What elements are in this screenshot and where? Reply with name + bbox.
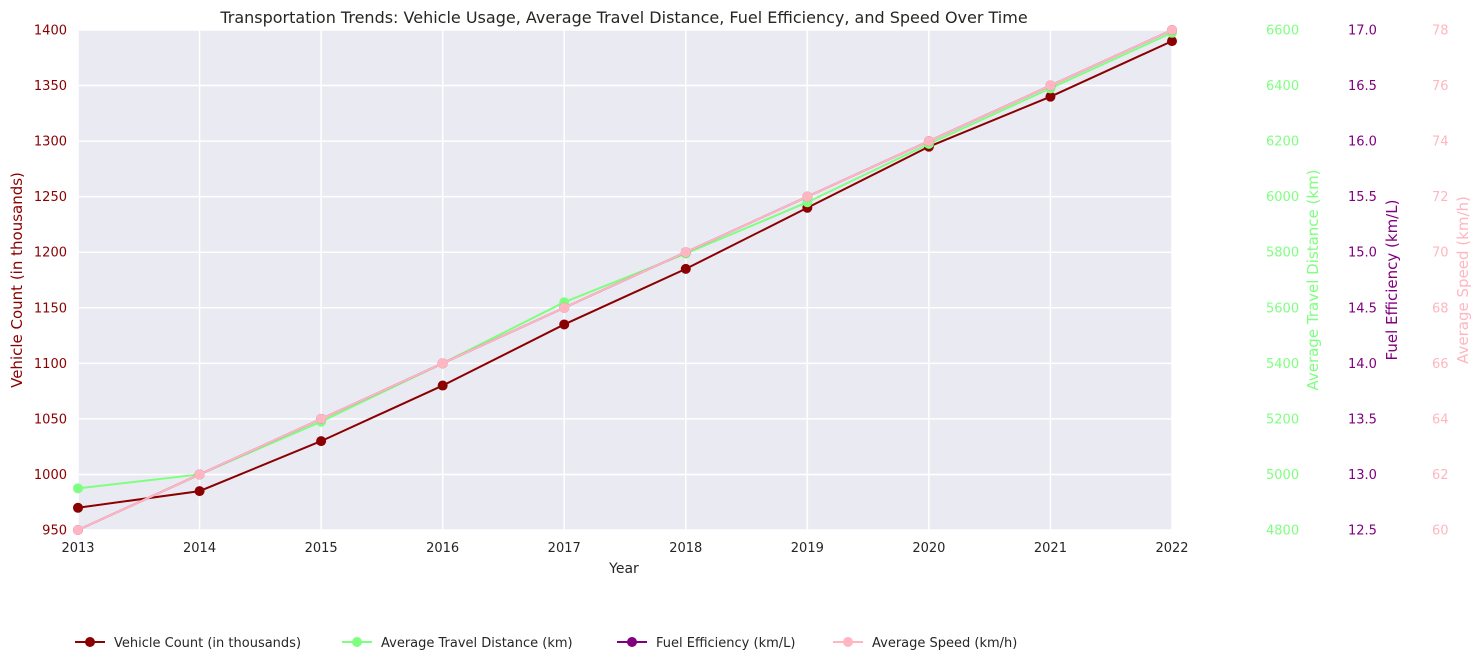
x-tick-label: 2021 (1034, 541, 1067, 556)
y-tick-label: 16.5 (1348, 79, 1377, 94)
y-tick-label: 1150 (34, 301, 67, 316)
y-tick-label: 1000 (34, 468, 67, 483)
legend: Vehicle Count (in thousands) Average Trav… (75, 636, 1017, 651)
y-tick-label: 12.5 (1348, 524, 1377, 539)
chart-title: Transportation Trends: Vehicle Usage, Av… (219, 8, 1027, 27)
x-tick-label: 2016 (426, 541, 459, 556)
legend-marker (352, 637, 362, 647)
y-tick-label: 1100 (34, 357, 67, 372)
data-point (1045, 80, 1056, 91)
y-tick-label: 1350 (34, 79, 67, 94)
y-axis-label: Average Travel Distance (km) (1304, 169, 1322, 390)
legend-label: Vehicle Count (in thousands) (114, 636, 301, 651)
data-point (559, 319, 570, 330)
y-tick-label: 76 (1432, 79, 1449, 94)
y-tick-label: 1050 (34, 412, 67, 427)
legend-label: Average Travel Distance (km) (381, 636, 573, 651)
legend-label: Fuel Efficiency (km/L) (656, 636, 795, 651)
y-axes: 950 1000 1050 1100 1150 1200 1250 1300 1350 1400 V… (8, 24, 1472, 539)
data-point (194, 486, 205, 497)
y-tick-label: 14.5 (1348, 301, 1377, 316)
x-tick-label: 2014 (183, 541, 216, 556)
y-tick-label: 5800 (1266, 246, 1299, 261)
x-tick-label: 2015 (305, 541, 338, 556)
x-tick-label: 2022 (1155, 541, 1188, 556)
data-point (1167, 25, 1177, 35)
y-tick-label: 17.0 (1348, 24, 1377, 39)
y-tick-label: 5200 (1266, 412, 1299, 427)
y-tick-label: 5000 (1266, 468, 1299, 483)
y-tick-label: 14.0 (1348, 357, 1377, 372)
y-axis-label: Vehicle Count (in thousands) (8, 172, 26, 388)
y-tick-label: 6400 (1266, 79, 1299, 94)
data-point (1045, 91, 1056, 102)
y-tick-label: 72 (1432, 190, 1449, 205)
y-tick-label: 1400 (34, 24, 67, 39)
y-tick-label: 62 (1432, 468, 1449, 483)
data-point (680, 247, 691, 258)
y-tick-label: 5400 (1266, 357, 1299, 372)
y-tick-label: 68 (1432, 301, 1449, 316)
y-tick-label: 74 (1432, 135, 1449, 150)
y-tick-label: 15.0 (1348, 246, 1377, 261)
x-tick-label: 2018 (669, 541, 702, 556)
data-point (559, 302, 570, 313)
data-point (194, 469, 205, 480)
legend-marker (85, 637, 95, 647)
y-axis-label: Average Speed (km/h) (1454, 196, 1472, 364)
x-tick-label: 2013 (61, 541, 94, 556)
y-tick-label: 5600 (1266, 301, 1299, 316)
series-line (77, 40, 1173, 509)
series-line (77, 29, 1173, 531)
y-tick-label: 66 (1432, 357, 1449, 372)
y-tick-label: 60 (1432, 524, 1449, 539)
x-axis-label: Year (608, 561, 639, 577)
series-line (77, 31, 1173, 490)
y-tick-label: 13.5 (1348, 412, 1377, 427)
data-point (437, 358, 448, 369)
y-axis-label: Fuel Efficiency (km/L) (1383, 200, 1401, 361)
y-tick-label: 1200 (34, 246, 67, 261)
series-lines (73, 25, 1177, 535)
y-tick-label: 64 (1432, 412, 1449, 427)
data-point (316, 413, 327, 424)
legend-marker (627, 637, 637, 647)
legend-label: Average Speed (km/h) (872, 636, 1017, 651)
y-tick-label: 4800 (1266, 524, 1299, 539)
x-axis: 2013 2014 2015 2016 2017 2018 2019 2020 2021 2022 (61, 541, 1188, 556)
y-tick-label: 950 (42, 524, 67, 539)
x-tick-label: 2019 (791, 541, 824, 556)
data-point (316, 436, 327, 447)
data-point (1167, 36, 1177, 47)
y-tick-label: 1300 (34, 135, 67, 150)
data-point (437, 380, 448, 391)
y-tick-label: 15.5 (1348, 190, 1377, 205)
legend-marker (843, 637, 853, 647)
x-tick-label: 2020 (912, 541, 945, 556)
y-tick-label: 13.0 (1348, 468, 1377, 483)
y-tick-label: 1250 (34, 190, 67, 205)
data-point (923, 136, 934, 147)
data-point (73, 483, 83, 494)
y-tick-label: 6000 (1266, 190, 1299, 205)
y-tick-label: 6200 (1266, 135, 1299, 150)
grid (77, 29, 1173, 531)
data-point (73, 525, 83, 535)
data-point (680, 263, 691, 274)
y-tick-label: 70 (1432, 246, 1449, 261)
y-tick-label: 6600 (1266, 24, 1299, 39)
data-point (802, 191, 813, 202)
y-tick-label: 78 (1432, 24, 1449, 39)
data-point (73, 502, 83, 513)
y-tick-label: 16.0 (1348, 135, 1377, 150)
x-tick-label: 2017 (548, 541, 581, 556)
